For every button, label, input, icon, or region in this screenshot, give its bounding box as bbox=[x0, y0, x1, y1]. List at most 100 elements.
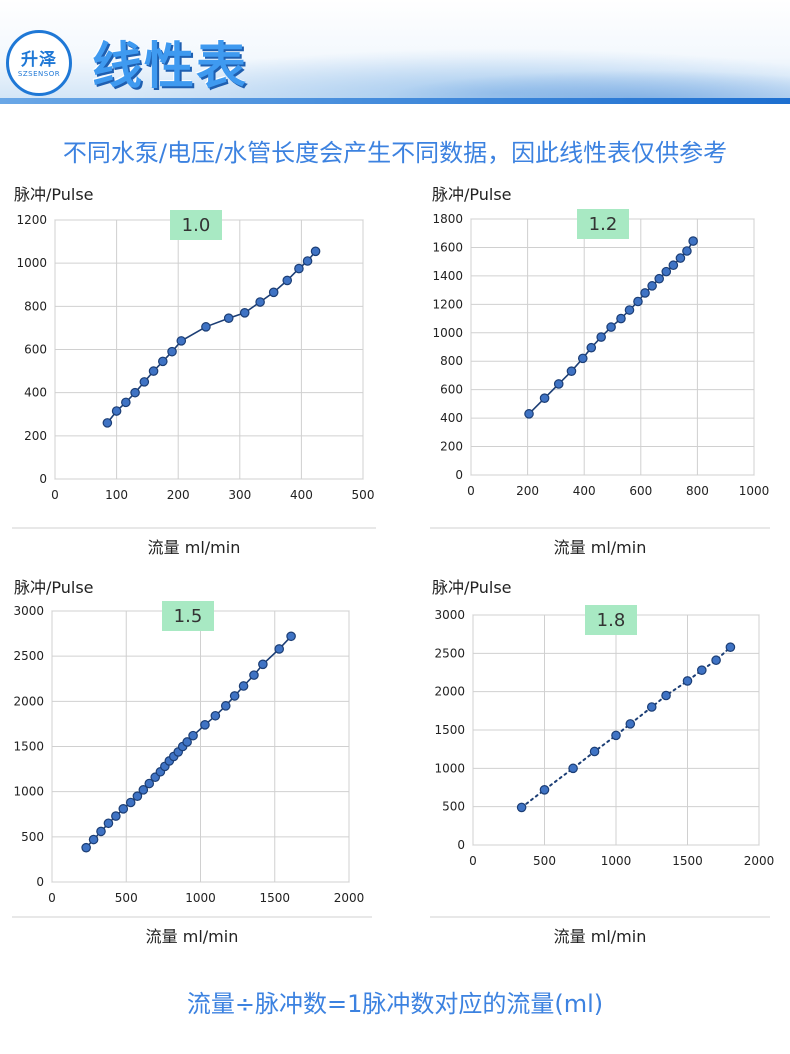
y-axis-label: 脉冲/Pulse bbox=[14, 578, 94, 597]
x-tick-label: 200 bbox=[167, 488, 190, 502]
y-tick-label: 1600 bbox=[432, 240, 463, 254]
data-point bbox=[682, 676, 693, 686]
x-tick-label: 500 bbox=[533, 854, 556, 868]
data-point bbox=[711, 655, 721, 666]
data-point bbox=[81, 842, 91, 853]
data-point bbox=[88, 834, 99, 845]
x-tick-label: 200 bbox=[516, 484, 539, 498]
data-point bbox=[661, 266, 672, 277]
data-point bbox=[606, 322, 616, 332]
x-axis-label: 流量 ml/min bbox=[146, 927, 239, 946]
x-tick-label: 1500 bbox=[672, 854, 703, 868]
y-tick-label: 400 bbox=[24, 386, 47, 400]
data-point bbox=[616, 313, 626, 324]
value-badge bbox=[162, 601, 214, 631]
y-tick-label: 200 bbox=[24, 429, 47, 443]
x-tick-label: 1000 bbox=[739, 484, 770, 498]
data-point bbox=[647, 281, 657, 291]
logo-text: 升泽 bbox=[21, 50, 57, 70]
data-point bbox=[176, 336, 187, 346]
data-point bbox=[255, 297, 265, 307]
data-point bbox=[682, 246, 692, 256]
value-badge-label: 1.2 bbox=[589, 214, 618, 235]
y-tick-label: 2000 bbox=[13, 694, 44, 708]
data-point bbox=[624, 305, 635, 315]
value-badge bbox=[585, 605, 637, 635]
data-point bbox=[229, 691, 240, 701]
data-point bbox=[688, 236, 698, 246]
data-point bbox=[138, 785, 149, 795]
x-tick-label: 800 bbox=[686, 484, 709, 498]
y-tick-label: 1500 bbox=[13, 740, 44, 754]
data-point bbox=[274, 644, 285, 654]
chart-panel-1: 脉冲/Pulse 0 200 400 600 800 1000 1200 0 100 200 300 4… bbox=[0, 184, 390, 564]
data-point bbox=[524, 409, 534, 419]
data-point bbox=[310, 246, 321, 257]
x-tick-label: 1000 bbox=[601, 854, 632, 868]
y-tick-label: 600 bbox=[24, 343, 47, 357]
y-tick-label: 1000 bbox=[434, 761, 465, 775]
page-title: 线性表 bbox=[92, 37, 248, 95]
x-tick-label: 300 bbox=[228, 488, 251, 502]
value-badge bbox=[170, 210, 222, 240]
data-point bbox=[249, 670, 259, 680]
x-tick-label: 500 bbox=[352, 488, 375, 502]
y-tick-label: 0 bbox=[457, 838, 465, 852]
y-tick-label: 200 bbox=[440, 440, 463, 454]
y-tick-label: 1800 bbox=[432, 212, 463, 226]
x-tick-label: 2000 bbox=[334, 891, 365, 905]
data-point bbox=[586, 342, 597, 353]
data-point bbox=[111, 811, 121, 821]
data-point bbox=[539, 393, 550, 403]
y-axis-label: 脉冲/Pulse bbox=[432, 185, 512, 204]
y-axis-label: 脉冲/Pulse bbox=[432, 578, 512, 597]
value-badge-label: 1.8 bbox=[597, 610, 626, 631]
x-tick-label: 400 bbox=[573, 484, 596, 498]
x-tick-label: 1500 bbox=[259, 891, 290, 905]
data-point bbox=[167, 346, 177, 357]
data-point bbox=[118, 804, 129, 814]
data-point bbox=[577, 353, 588, 364]
y-tick-label: 2500 bbox=[13, 649, 44, 663]
y-axis-label: 脉冲/Pulse bbox=[14, 185, 94, 204]
data-point bbox=[103, 818, 114, 829]
chart-panel-3: 脉冲/Pulse 0 500 1000 1500 2000 2500 3000 0 500 1000… bbox=[0, 577, 390, 957]
data-point bbox=[661, 690, 671, 701]
y-tick-label: 2000 bbox=[434, 685, 465, 699]
data-point bbox=[553, 379, 564, 389]
y-tick-label: 1400 bbox=[432, 269, 463, 283]
data-point bbox=[96, 826, 106, 837]
logo-subtext: SZSENSOR bbox=[17, 70, 61, 78]
data-point bbox=[294, 263, 304, 274]
formula-note: 流量÷脉冲数=1脉冲数对应的流量(ml) bbox=[186, 990, 604, 1018]
data-point bbox=[238, 681, 249, 691]
data-point bbox=[125, 797, 136, 808]
data-point bbox=[646, 702, 657, 712]
data-point bbox=[589, 746, 600, 757]
company-logo: 升泽 SZSENSOR bbox=[6, 30, 72, 96]
y-tick-label: 1200 bbox=[432, 297, 463, 311]
data-point bbox=[640, 288, 650, 298]
data-point bbox=[675, 253, 686, 263]
y-tick-label: 1000 bbox=[13, 785, 44, 799]
y-tick-label: 0 bbox=[39, 472, 47, 486]
data-point bbox=[696, 665, 707, 675]
data-point bbox=[302, 256, 313, 266]
chart-panel-2: 脉冲/Pulse 0 200 400 600 800 1000 1200 1400 1600 180… bbox=[420, 184, 790, 564]
data-point bbox=[258, 659, 268, 670]
data-point bbox=[200, 720, 210, 730]
y-tick-label: 500 bbox=[21, 830, 44, 844]
data-point bbox=[282, 275, 293, 286]
data-point bbox=[220, 701, 231, 711]
y-tick-label: 3000 bbox=[434, 608, 465, 622]
data-point bbox=[286, 631, 296, 642]
y-tick-label: 1500 bbox=[434, 723, 465, 737]
chart-1: 脉冲/Pulse 0 200 400 600 800 1000 1200 0 100 200 300 4… bbox=[12, 185, 376, 557]
data-point bbox=[668, 260, 679, 271]
data-point bbox=[223, 313, 234, 324]
data-point bbox=[130, 387, 140, 398]
value-badge-label: 1.5 bbox=[174, 606, 203, 627]
data-point bbox=[121, 397, 131, 408]
y-tick-label: 0 bbox=[455, 468, 463, 482]
data-point bbox=[633, 296, 643, 307]
